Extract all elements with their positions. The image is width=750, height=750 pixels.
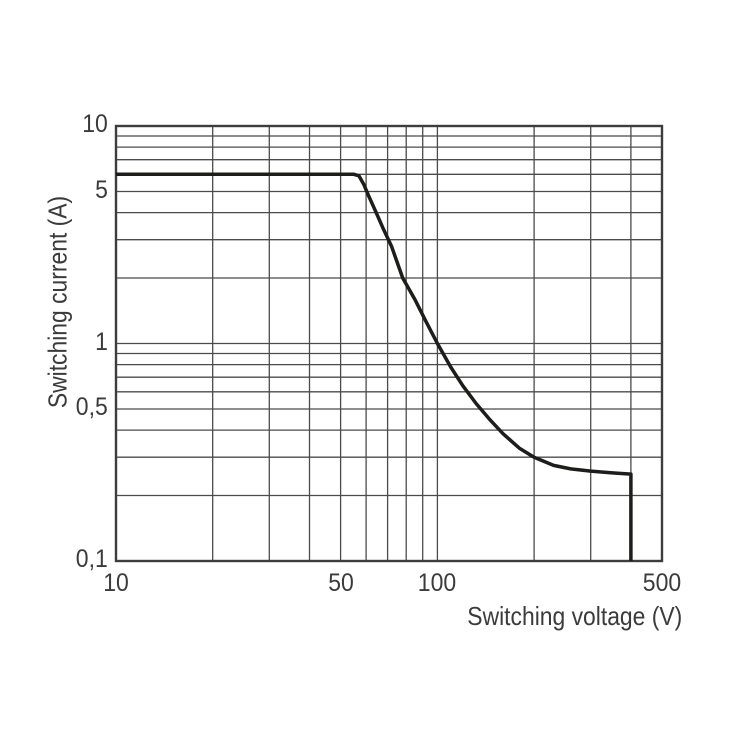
y-tick-label: 0,1: [76, 544, 108, 573]
y-tick-label: 10: [82, 109, 108, 138]
x-tick-label: 500: [642, 569, 682, 597]
y-axis-title: Switching current (A): [42, 195, 73, 409]
load-limit-curve: [116, 172, 633, 561]
y-tick-label: 5: [95, 175, 108, 204]
x-tick-label: 50: [327, 569, 354, 597]
x-axis-title: Switching voltage (V): [467, 601, 682, 631]
y-tick-label: 1: [95, 327, 108, 356]
x-tick-label: 10: [103, 569, 129, 597]
plot-border: [114, 124, 664, 563]
y-tick-label: 0,5: [76, 392, 108, 421]
x-tick-label: 100: [418, 569, 457, 597]
